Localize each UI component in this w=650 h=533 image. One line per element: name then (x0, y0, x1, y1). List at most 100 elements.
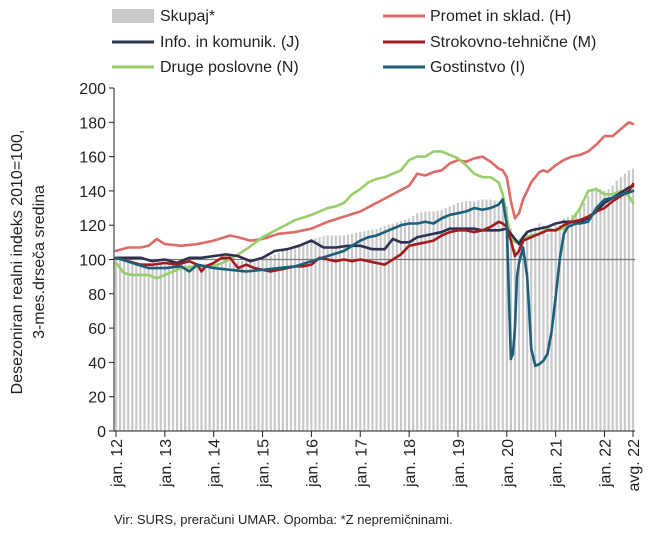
bar-skupaj (338, 235, 342, 431)
bar-skupaj (554, 225, 557, 431)
bar-skupaj (407, 218, 411, 431)
bar-skupaj (469, 201, 472, 431)
bar-skupaj (526, 230, 529, 431)
y-tick-label: 80 (88, 287, 106, 304)
bar-skupaj (175, 264, 179, 431)
bar-skupaj (412, 215, 415, 431)
bar-skupaj (131, 261, 134, 431)
y-tick-label: 20 (88, 390, 106, 407)
bar-skupaj (521, 235, 525, 431)
legend-swatch-skupaj (112, 9, 154, 23)
x-tick-label: jan. 16 (304, 439, 321, 488)
bar-skupaj (334, 235, 337, 431)
bar-skupaj (432, 211, 435, 431)
bar-skupaj (603, 190, 606, 431)
bar-skupaj (619, 177, 622, 431)
legend-label-promet: Promet in sklad. (H) (430, 8, 571, 25)
bar-skupaj (237, 261, 240, 431)
bar-skupaj (387, 224, 390, 431)
bar-skupaj (273, 254, 276, 431)
bar-skupaj (428, 211, 431, 431)
bar-skupaj (257, 259, 260, 431)
bar-skupaj (391, 223, 394, 431)
y-tick-label: 40 (88, 355, 106, 372)
bar-skupaj (591, 189, 594, 431)
bar-skupaj (180, 264, 183, 431)
bar-skupaj (184, 264, 187, 431)
lines-layer (114, 121, 635, 368)
bar-skupaj (350, 233, 354, 431)
bar-skupaj (371, 229, 374, 431)
bar-skupaj (607, 189, 610, 431)
bar-skupaj (249, 260, 252, 431)
x-tick-label: jan. 20 (500, 439, 517, 488)
y-tick-label: 160 (79, 150, 106, 167)
x-tick-label: jan. 13 (158, 439, 175, 488)
series-line-info-in-komunik-j (114, 184, 635, 265)
bar-skupaj (403, 219, 407, 431)
bar-skupaj (163, 264, 166, 431)
bar-skupaj (171, 264, 175, 431)
legend-label-info: Info. in komunik. (J) (160, 34, 300, 51)
bar-skupaj (542, 225, 545, 431)
source-note: Vir: SURS, preračuni UMAR. Opomba: *Z ne… (114, 512, 453, 527)
bar-skupaj (599, 189, 602, 431)
bar-skupaj (232, 261, 236, 431)
x-tick-label: jan. 12 (109, 439, 126, 488)
bar-skupaj (135, 262, 138, 431)
x-tick-label: jan. 21 (549, 439, 566, 488)
legend-label-druge: Druge poslovne (N) (160, 59, 299, 76)
x-tick-label: jan. 18 (402, 439, 419, 488)
y-tick-label: 0 (97, 424, 106, 441)
bar-skupaj (204, 263, 207, 431)
y-tick-label: 140 (79, 184, 106, 201)
y-axis-title-line-2: 3-mes.drseča sredina (31, 185, 48, 339)
bar-skupaj (216, 262, 219, 431)
y-tick-label: 100 (79, 253, 106, 270)
bar-skupaj (395, 222, 399, 431)
bar-skupaj (456, 202, 460, 431)
x-tick-label: jan. 22 (598, 439, 615, 488)
x-tick-label: jan. 15 (256, 439, 273, 488)
bar-skupaj (485, 199, 488, 431)
bar-skupaj (464, 201, 468, 431)
bar-skupaj (167, 264, 171, 431)
bar-skupaj (253, 260, 256, 431)
axes-layer (109, 87, 635, 437)
bar-skupaj (294, 245, 297, 431)
bar-skupaj (424, 211, 427, 431)
x-tick-label: jan. 19 (451, 439, 468, 488)
bar-skupaj (298, 244, 301, 431)
bar-skupaj (342, 235, 346, 431)
bar-skupaj (631, 168, 635, 432)
bar-skupaj (139, 262, 142, 431)
bar-skupaj (241, 260, 244, 431)
bar-skupaj (285, 249, 289, 431)
bar-skupaj (269, 256, 272, 431)
bar-skupaj (245, 260, 248, 431)
bar-skupaj (473, 201, 476, 431)
bar-skupaj (281, 250, 285, 431)
bar-skupaj (159, 264, 162, 431)
bar-skupaj (534, 226, 537, 431)
bar-skupaj (330, 235, 333, 431)
bar-skupaj (574, 213, 578, 431)
bar-skupaj (517, 242, 521, 431)
bar-skupaj (277, 252, 280, 431)
bar-skupaj (359, 232, 362, 431)
legend-label-skupaj: Skupaj* (160, 8, 215, 25)
bar-skupaj (114, 259, 118, 431)
bar-skupaj (265, 257, 268, 431)
bar-skupaj (151, 263, 154, 431)
labels-layer: 0 20 40 60 80 100 120 140 160 180 200 jan. 12 jan. 1… (79, 81, 643, 491)
bar-skupaj (196, 264, 199, 431)
bar-skupaj (289, 247, 293, 431)
legend-label-gostinstvo: Gostinstvo (I) (430, 59, 525, 76)
bar-skupaj (493, 200, 496, 431)
bar-skupaj (566, 216, 569, 432)
bar-skupaj (228, 261, 232, 431)
bar-skupaj (208, 263, 211, 431)
bar-skupaj (188, 264, 191, 431)
bar-skupaj (314, 238, 317, 431)
